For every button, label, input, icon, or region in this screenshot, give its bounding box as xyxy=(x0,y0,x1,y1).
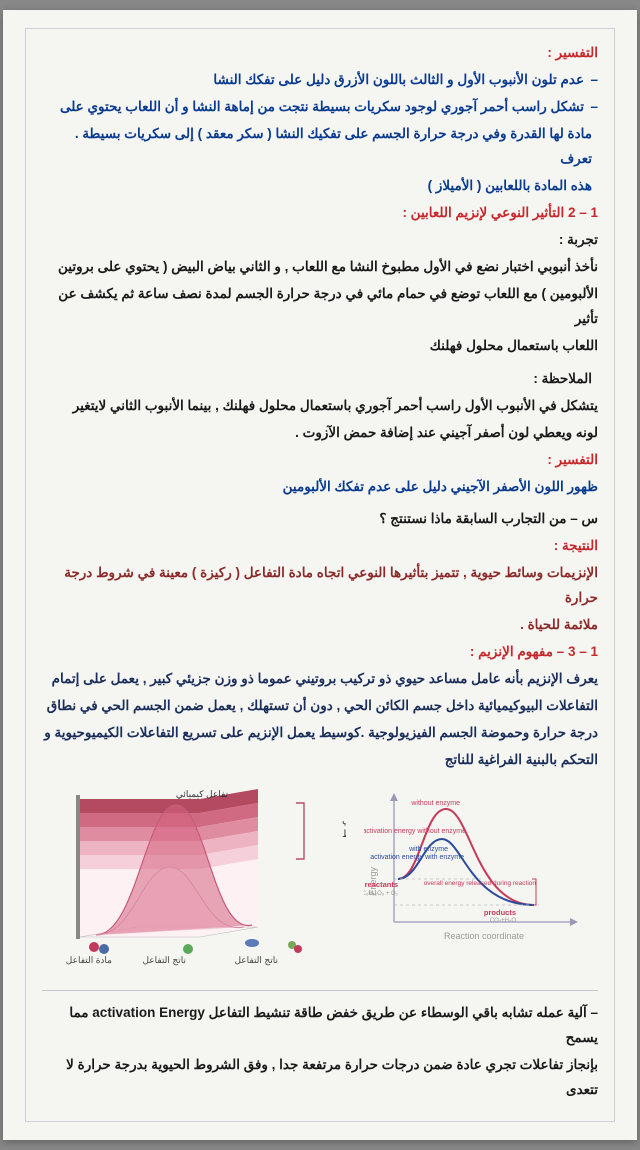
lbl-without: without enzyme xyxy=(410,800,460,807)
def-line3: درجة حرارة وحموضة الجسم الفيزيولوجية .كو… xyxy=(42,721,598,746)
def-line1: يعرف الإنزيم بأنه عامل مساعد حيوي ذو ترك… xyxy=(42,667,598,692)
lbl-x-l: ناتج التفاعل xyxy=(234,955,278,966)
bullet-1: عدم تلون الأنبوب الأول و الثالث باللون ا… xyxy=(42,68,598,93)
heading-1-2: 1 – 2 التأثير النوعي لإنزيم اللعابين : xyxy=(42,201,598,226)
bullet-2-line3: هذه المادة باللعابين ( الأميلاز ) xyxy=(42,174,598,199)
obs-line1: يتشكل في الأنبوب الأول راسب أحمر آجوري ب… xyxy=(42,394,598,419)
lbl-diff-bot: طاقة التنشيط xyxy=(342,829,346,840)
def-line4: التحكم بالبنية الفراغية للناتج xyxy=(42,748,598,773)
lbl-x-r: مادة التفاعل xyxy=(66,955,112,965)
page: { "t_tafseer1": "التفسير :", "b1": "عدم … xyxy=(3,10,637,1140)
bullet-2-line2: مادة لها القدرة وفي درجة حرارة الجسم على… xyxy=(42,122,598,172)
heading-tafseer-2: التفسير : xyxy=(42,448,598,473)
lbl-top: تفاعل كيميائي xyxy=(176,789,229,799)
obs-line2: لونه ويعطي لون أصفر آجيني عند إضافة حمض … xyxy=(42,421,598,446)
lbl-withenz: with enzyme xyxy=(408,846,448,853)
conclusion-line: ظهور اللون الأصفر الآجيني دليل على عدم ت… xyxy=(42,475,598,500)
lbl-overall: overall energy released during reaction xyxy=(424,880,537,887)
def-line2: التفاعلات البيوكيميائية داخل جسم الكائن … xyxy=(42,694,598,719)
energy-3d-diagram: الفرق في طاقة التنشيط تفاعل كيميائي مادة… xyxy=(46,787,346,967)
x-label: Reaction coordinate xyxy=(444,931,524,941)
lbl-prod-sub: CO₂+H₂O xyxy=(490,918,516,924)
label-tajriba: تجربة : xyxy=(42,228,598,253)
lbl-ae-wo: activation energy without enzyme xyxy=(364,828,466,835)
lbl-react: reactants xyxy=(365,880,398,889)
footer-line1: – آلية عمله تشابه باقي الوسطاء عن طريق خ… xyxy=(42,1001,598,1051)
bullet-2-line1: تشكل راسب أحمر آجوري لوجود سكريات بسيطة … xyxy=(42,95,598,120)
lbl-prod: products xyxy=(484,908,516,917)
content-frame: { "t_tafseer1": "التفسير :", "b1": "عدم … xyxy=(25,28,615,1122)
lbl-react-sub: e.g. C₆H₁₂O₆ + O₂ xyxy=(364,891,399,897)
heading-1-3: 1 – 3 – مفهوم الإنزيم : xyxy=(42,640,598,665)
exp-line3: اللعاب باستعمال محلول فهلنك xyxy=(42,334,598,359)
exp-line2: الألبومين ) مع اللعاب توضع في حمام مائي … xyxy=(42,282,598,332)
heading-natija: النتيجة : xyxy=(42,534,598,559)
heading-mulahaza: الملاحظة : xyxy=(42,367,598,392)
lbl-ae-w: activation energy with enzyme xyxy=(370,854,464,861)
divider xyxy=(42,990,598,991)
figure-left: Energy Reaction coordinate without enzym… xyxy=(364,787,594,952)
figures-row: الفرق في طاقة التنشيط تفاعل كيميائي مادة… xyxy=(46,787,594,972)
result-line2: ملائمة للحياة . xyxy=(42,613,598,638)
energy-curve-diagram: Energy Reaction coordinate without enzym… xyxy=(364,787,594,947)
exp-line1: نأخذ أنبوبي اختبار نضع في الأول مطبوخ ال… xyxy=(42,255,598,280)
lbl-x-m: ناتج التفاعل xyxy=(142,955,186,966)
result-line1: الإنزيمات وسائط حيوية , تتميز بتأثيرها ا… xyxy=(42,561,598,611)
figure-right: الفرق في طاقة التنشيط تفاعل كيميائي مادة… xyxy=(46,787,346,972)
footer-line2: بإنجاز تفاعلات تجري عادة ضمن درجات حرارة… xyxy=(42,1053,598,1103)
question: س – من التجارب السابقة ماذا نستنتج ؟ xyxy=(42,507,598,532)
lbl-diff-top: الفرق في xyxy=(342,815,346,826)
heading-tafseer-1: التفسير : xyxy=(42,41,598,66)
